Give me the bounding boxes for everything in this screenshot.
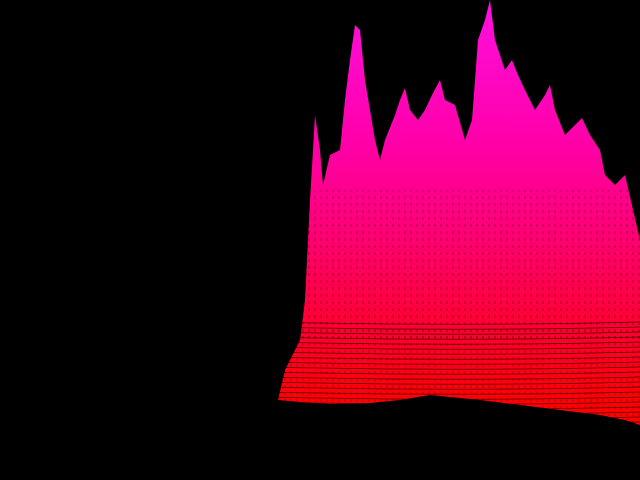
surface-wire-vertical	[300, 190, 640, 340]
